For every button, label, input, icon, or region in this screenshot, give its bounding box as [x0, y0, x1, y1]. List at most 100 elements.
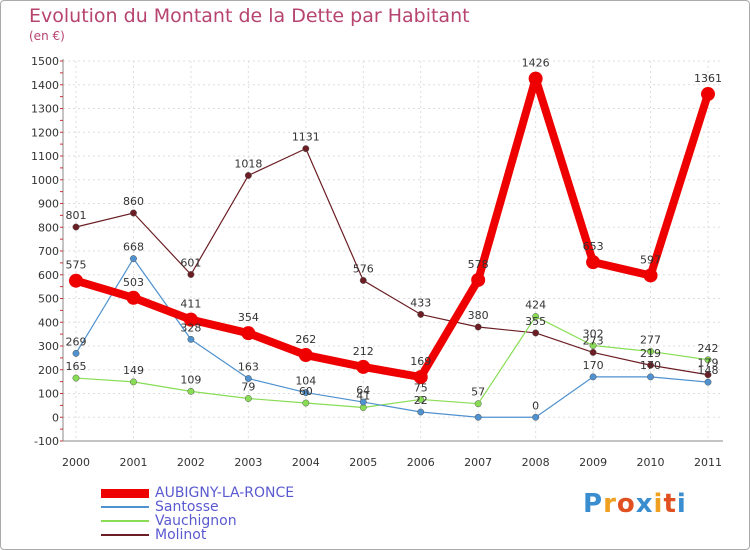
y-tick-label: 100: [38, 388, 59, 401]
data-label: 801: [66, 209, 87, 222]
data-point: [647, 373, 654, 381]
data-point: [417, 310, 425, 318]
data-label: 578: [468, 258, 489, 271]
x-tick-label: 2009: [579, 456, 607, 469]
data-label: 1361: [694, 72, 722, 85]
logo-letter: r: [603, 489, 617, 519]
data-label: 354: [238, 311, 259, 324]
y-tick-label: 500: [38, 293, 59, 306]
data-label: 169: [410, 355, 431, 368]
data-point: [701, 87, 715, 102]
data-point: [417, 408, 425, 416]
x-tick-label: 2007: [464, 456, 492, 469]
unit-label: (en €): [29, 29, 65, 43]
data-label: 424: [525, 299, 546, 312]
y-tick-label: 600: [38, 269, 59, 282]
x-tick-label: 2000: [62, 456, 90, 469]
data-point: [471, 272, 486, 287]
legend-item: Vauchignon: [101, 513, 237, 529]
data-point: [126, 290, 141, 305]
x-tick-label: 2002: [177, 456, 205, 469]
legend-swatch: [101, 506, 149, 508]
data-label: 576: [353, 262, 374, 275]
data-label: 179: [698, 357, 719, 370]
data-label: 860: [123, 195, 144, 208]
data-label: 60: [299, 385, 313, 398]
logo-letter: t: [663, 489, 677, 519]
data-point: [187, 335, 195, 343]
data-point: [130, 378, 137, 386]
data-point: [532, 413, 540, 421]
data-point: [474, 323, 482, 331]
data-point: [589, 342, 597, 349]
data-point: [130, 255, 137, 263]
data-label: 575: [66, 259, 87, 272]
data-label: 653: [583, 240, 604, 253]
data-point: [356, 359, 371, 374]
logo-letter: i: [653, 489, 664, 519]
series-line-3: [75, 148, 709, 376]
data-label: 109: [180, 373, 201, 386]
data-point: [474, 400, 482, 408]
data-point: [704, 378, 712, 386]
data-label: 64: [356, 384, 370, 397]
data-label: 262: [295, 333, 316, 346]
data-label: 601: [180, 257, 201, 270]
data-point: [528, 71, 543, 86]
data-label: 433: [410, 296, 431, 309]
y-tick-label: 1400: [31, 79, 59, 92]
data-label: 328: [180, 321, 201, 334]
data-point: [532, 329, 540, 337]
chart-title: Evolution du Montant de la Dette par Hab…: [29, 5, 470, 27]
legend-label: AUBIGNY-LA-RONCE: [155, 485, 295, 501]
y-tick-label: 900: [38, 198, 59, 211]
series-line-2: [75, 315, 709, 409]
data-point: [241, 326, 256, 341]
data-point: [359, 398, 367, 406]
x-tick-label: 2003: [234, 456, 262, 469]
data-point: [72, 349, 80, 357]
data-point: [413, 370, 428, 385]
data-point: [187, 271, 195, 278]
y-tick-label: 800: [38, 221, 59, 234]
legend-label: Santosse: [155, 499, 219, 515]
data-label: 219: [640, 347, 661, 360]
data-label: 277: [640, 333, 661, 346]
data-label: 273: [583, 334, 604, 347]
legend-item: Santosse: [101, 499, 219, 515]
data-point: [417, 395, 425, 403]
x-tick-label: 2006: [407, 456, 435, 469]
data-point: [183, 312, 198, 327]
data-point: [589, 348, 597, 356]
data-label: 148: [698, 364, 719, 377]
legend-label: Vauchignon: [155, 513, 237, 529]
data-label: 149: [123, 364, 144, 377]
logo-letter: i: [676, 489, 687, 519]
data-point: [244, 395, 252, 402]
data-label: 355: [525, 315, 546, 328]
data-point: [69, 273, 83, 288]
data-point: [532, 313, 540, 320]
data-label: 380: [468, 309, 489, 322]
data-label: 170: [583, 359, 604, 372]
data-label: 0: [532, 399, 539, 412]
data-label: 57: [471, 386, 485, 399]
series-line-0: [72, 74, 712, 382]
proxiti-logo: Proxiti: [583, 489, 687, 519]
x-tick-label: 2011: [694, 456, 722, 469]
data-label: 1018: [234, 157, 262, 170]
x-tick-label: 2005: [349, 456, 377, 469]
y-tick-label: 1200: [31, 126, 59, 139]
logo-letter: x: [635, 489, 654, 519]
data-point: [302, 145, 310, 153]
data-label: 79: [241, 380, 255, 393]
y-tick-label: 1300: [31, 103, 59, 116]
data-label: 22: [414, 394, 428, 407]
y-tick-label: 700: [38, 245, 59, 258]
data-point: [647, 361, 654, 369]
data-label: 302: [583, 328, 604, 341]
y-tick-label: 200: [38, 364, 59, 377]
series-line-1: [75, 258, 709, 418]
y-tick-label: 400: [38, 316, 59, 329]
